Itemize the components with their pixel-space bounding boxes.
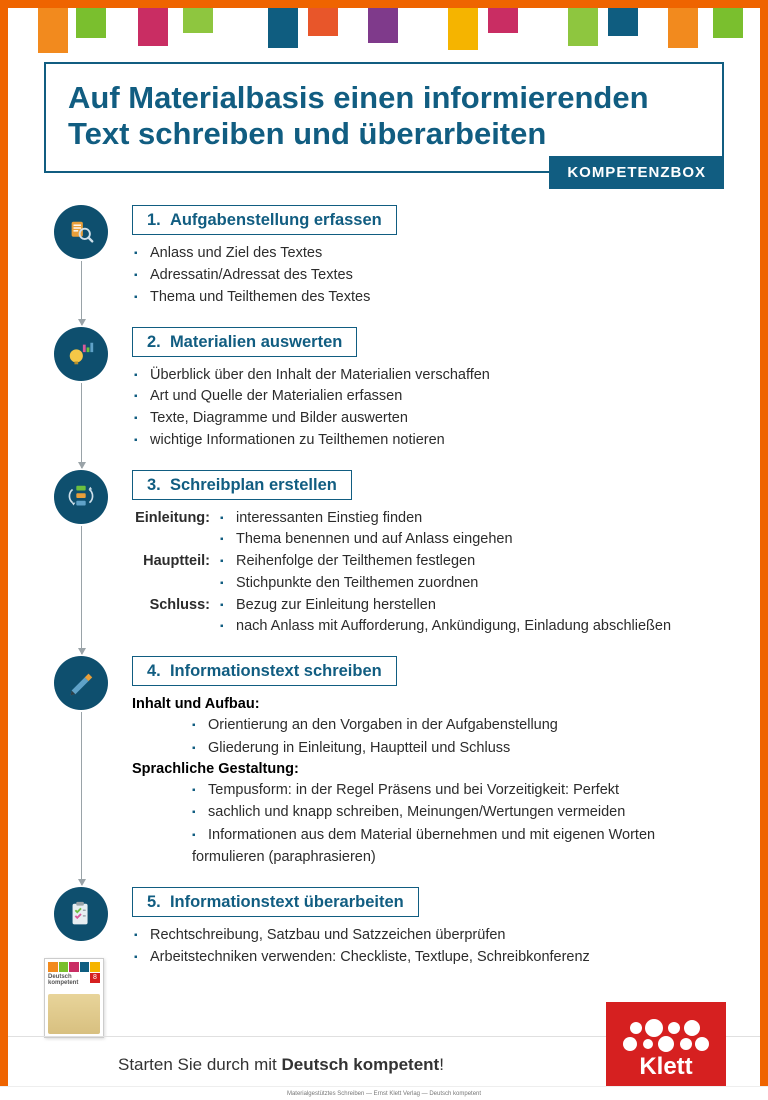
- step-num: 2.: [147, 333, 161, 351]
- caption: Materialgestütztes Schreiben — Ernst Kle…: [0, 1086, 768, 1100]
- sub-items: interessanten Einstieg finden Thema bene…: [220, 508, 714, 552]
- footer-bold: Deutsch kompetent: [281, 1055, 439, 1074]
- list-item: Bezug zur Einleitung herstellen: [220, 595, 714, 617]
- decorative-flags: [8, 8, 760, 68]
- list-item: Anlass und Ziel des Textes: [134, 243, 714, 265]
- search-doc-icon: [54, 205, 108, 259]
- list-item: Art und Quelle der Materialien erfassen: [134, 386, 714, 408]
- list-item: Überblick über den Inhalt der Materialie…: [134, 365, 714, 387]
- bulb-chart-icon: [54, 327, 108, 381]
- list-item: Stichpunkte den Teilthemen zuordnen: [220, 573, 714, 595]
- step-2: 2. Materialien auswerten Überblick über …: [54, 327, 714, 452]
- list-item: Orientierung an den Vorgaben in der Aufg…: [192, 714, 714, 736]
- flow-icon: [54, 470, 108, 524]
- klett-logo: Klett: [606, 1002, 726, 1092]
- connector-arrow: [81, 526, 82, 655]
- step-bullets: Rechtschreibung, Satzbau und Satzzeichen…: [132, 925, 714, 969]
- step-num: 1.: [147, 211, 161, 229]
- list-item: Informationen aus dem Material übernehme…: [192, 824, 714, 869]
- subsection: Schluss: Bezug zur Einleitung herstellen…: [132, 595, 714, 639]
- sub-label: Hauptteil:: [132, 551, 220, 595]
- thumb-badge: 8: [90, 973, 100, 983]
- nested-list: Orientierung an den Vorgaben in der Aufg…: [132, 714, 714, 759]
- badge-kompetenzbox: KOMPETENZBOX: [549, 156, 724, 189]
- subsection: Einleitung: interessanten Einstieg finde…: [132, 508, 714, 552]
- page-title: Auf Materialbasis einen informierenden T…: [68, 80, 700, 151]
- step-title-text: Informationstext überarbeiten: [170, 893, 404, 911]
- checklist-icon: [54, 887, 108, 941]
- list-item: Rechtschreibung, Satzbau und Satzzeichen…: [134, 925, 714, 947]
- sub-items: Reihenfolge der Teilthemen festlegen Sti…: [220, 551, 714, 595]
- sub-items: Bezug zur Einleitung herstellen nach Anl…: [220, 595, 714, 639]
- list-item: sachlich und knapp schreiben, Meinungen/…: [192, 801, 714, 823]
- sub-label: Schluss:: [132, 595, 220, 639]
- list-item: Texte, Diagramme und Bilder auswerten: [134, 408, 714, 430]
- footer-suffix: !: [439, 1055, 444, 1074]
- subsection: Hauptteil: Reihenfolge der Teilthemen fe…: [132, 551, 714, 595]
- step-title-text: Materialien auswerten: [170, 333, 342, 351]
- list-item: interessanten Einstieg finden: [220, 508, 714, 530]
- step-bullets: Überblick über den Inhalt der Materialie…: [132, 365, 714, 452]
- step-num: 5.: [147, 893, 161, 911]
- step-title-3: 3. Schreibplan erstellen: [132, 470, 352, 500]
- step-title-text: Informationstext schreiben: [170, 662, 382, 680]
- step-5: 5. Informationstext überarbeiten Rechtsc…: [54, 887, 714, 969]
- step-4: 4. Informationstext schreiben Inhalt und…: [54, 656, 714, 869]
- step-3: 3. Schreibplan erstellen Einleitung: int…: [54, 470, 714, 639]
- heading-box: Auf Materialbasis einen informierenden T…: [44, 62, 724, 173]
- list-item: Gliederung in Einleitung, Hauptteil und …: [192, 737, 714, 759]
- logo-text: Klett: [639, 1053, 692, 1080]
- step-1: 1. Aufgabenstellung erfassen Anlass und …: [54, 205, 714, 308]
- step-title-text: Aufgabenstellung erfassen: [170, 211, 382, 229]
- footer-text: Starten Sie durch mit Deutsch kompetent!: [118, 1055, 444, 1075]
- step-num: 3.: [147, 476, 161, 494]
- nested-heading: Sprachliche Gestaltung:: [132, 759, 714, 779]
- list-item: Tempusform: in der Regel Präsens und bei…: [192, 779, 714, 801]
- connector-arrow: [81, 261, 82, 324]
- list-item: Arbeitstechniken verwenden: Checkliste, …: [134, 947, 714, 969]
- list-item: nach Anlass mit Aufforderung, Ankündigun…: [220, 616, 714, 638]
- list-item: wichtige Informationen zu Teilthemen not…: [134, 430, 714, 452]
- step-title-text: Schreibplan erstellen: [170, 476, 337, 494]
- page: Auf Materialbasis einen informierenden T…: [8, 8, 760, 1092]
- connector-arrow: [81, 712, 82, 885]
- steps-content: 1. Aufgabenstellung erfassen Anlass und …: [54, 205, 714, 968]
- connector-arrow: [81, 383, 82, 468]
- step-title-2: 2. Materialien auswerten: [132, 327, 357, 357]
- book-thumbnail: Deutsch kompetent 8: [44, 958, 104, 1038]
- list-item: Reihenfolge der Teilthemen festlegen: [220, 551, 714, 573]
- step-title-4: 4. Informationstext schreiben: [132, 656, 397, 686]
- step-bullets: Anlass und Ziel des Textes Adressatin/Ad…: [132, 243, 714, 308]
- sub-label: Einleitung:: [132, 508, 220, 552]
- list-item: Adressatin/Adressat des Textes: [134, 265, 714, 287]
- pen-icon: [54, 656, 108, 710]
- step-num: 4.: [147, 662, 161, 680]
- nested-list: Tempusform: in der Regel Präsens und bei…: [132, 779, 714, 869]
- step-title-5: 5. Informationstext überarbeiten: [132, 887, 419, 917]
- footer-prefix: Starten Sie durch mit: [118, 1055, 281, 1074]
- list-item: Thema und Teilthemen des Textes: [134, 287, 714, 309]
- nested-heading: Inhalt und Aufbau:: [132, 694, 714, 714]
- step-title-1: 1. Aufgabenstellung erfassen: [132, 205, 397, 235]
- list-item: Thema benennen und auf Anlass eingehen: [220, 529, 714, 551]
